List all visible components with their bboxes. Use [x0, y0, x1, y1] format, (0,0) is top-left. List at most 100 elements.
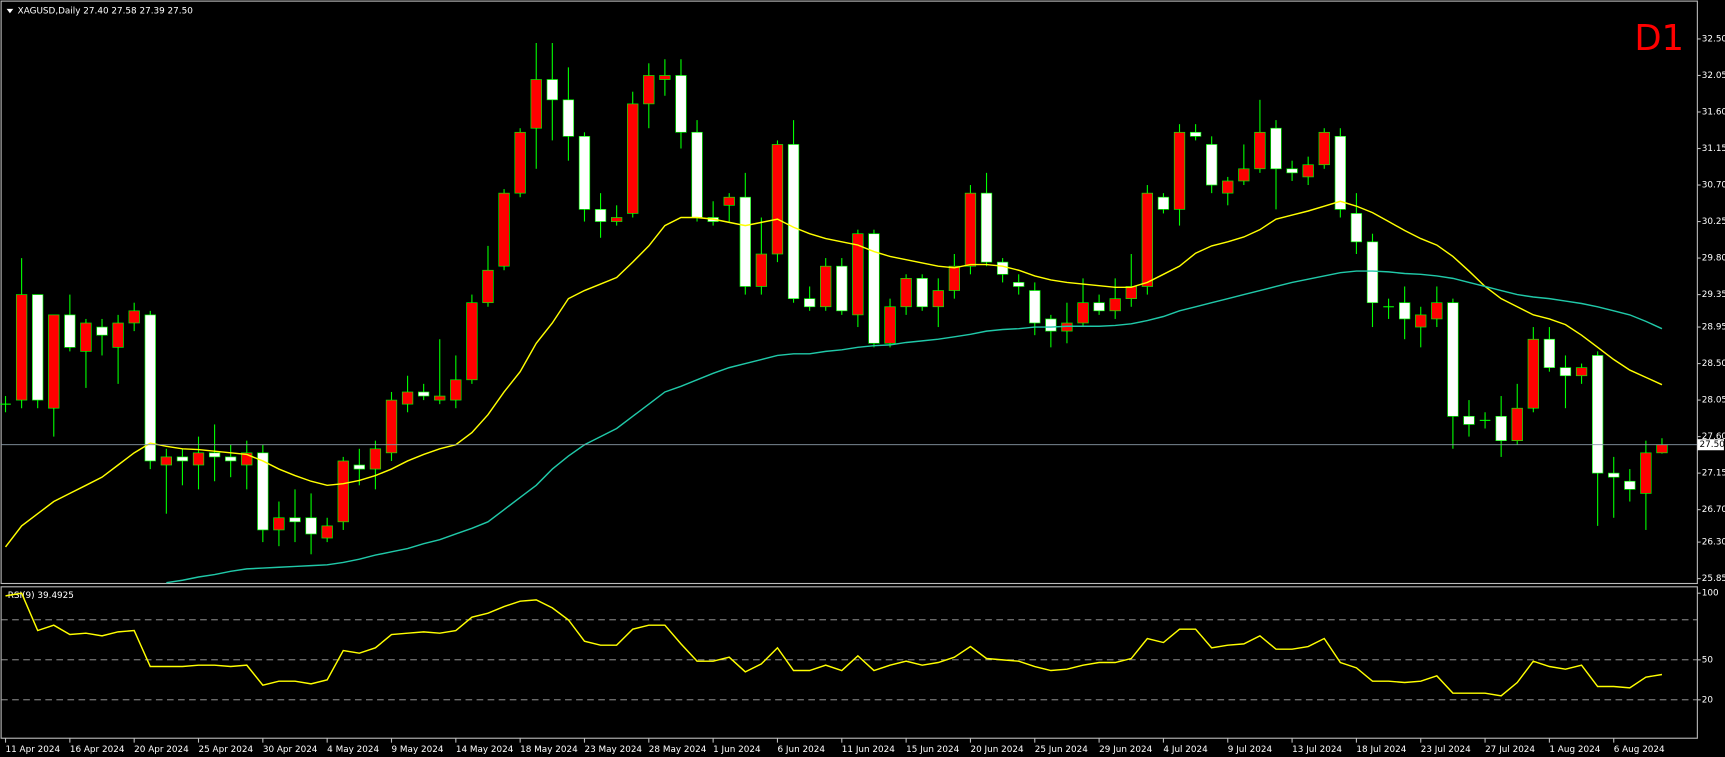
y-tick-label: 29.80 [1702, 254, 1725, 264]
candle-body [498, 192, 510, 267]
y-tick-label: 50 [1702, 655, 1714, 665]
candle-body [1543, 338, 1556, 368]
candle-body [96, 326, 108, 336]
candle-body [594, 209, 607, 222]
candle-body [48, 314, 60, 409]
x-tick-label: 25 Apr 2024 [199, 745, 254, 755]
x-tick-label: 13 Jul 2024 [1292, 745, 1342, 755]
x-tick-label: 11 Apr 2024 [6, 745, 61, 755]
candle-body [241, 452, 253, 466]
y-tick-label: 25.85 [1702, 574, 1725, 584]
candle-body [964, 192, 977, 267]
moving-average-line [4, 200, 1663, 548]
candle-body [723, 196, 735, 206]
candle-body [1125, 286, 1137, 299]
x-tick-label: 30 Apr 2024 [263, 745, 318, 755]
y-tick-label: 31.60 [1702, 107, 1725, 117]
candle-body [337, 460, 349, 523]
candle-body [176, 456, 189, 462]
candle-body [675, 75, 687, 133]
candle-body [434, 395, 446, 401]
candle-body [900, 278, 912, 308]
candle-body [1575, 367, 1588, 377]
candle-body [1592, 355, 1604, 474]
candle-body [1334, 136, 1346, 210]
x-tick-label: 4 May 2024 [327, 745, 379, 755]
x-tick-label: 6 Aug 2024 [1614, 745, 1665, 755]
candle-body [369, 448, 382, 470]
last-price-label: 27.50 [1700, 440, 1725, 450]
candle-body [418, 391, 430, 397]
candle-body [15, 294, 28, 401]
candle-body [321, 525, 333, 539]
x-tick-label: 14 May 2024 [456, 745, 514, 755]
candle-body [257, 452, 269, 531]
candle-body [530, 79, 542, 129]
symbol-header: XAGUSD,Daily 27.40 27.58 27.39 27.50 [18, 7, 194, 17]
candle-body [852, 233, 864, 316]
y-tick-label: 28.50 [1702, 359, 1725, 369]
y-tick-label: 30.70 [1702, 181, 1725, 191]
candle-body [659, 75, 671, 80]
y-tick-label: 100 [1702, 589, 1719, 599]
x-tick-label: 29 Jun 2024 [1099, 745, 1153, 755]
candle-body [1254, 131, 1266, 170]
x-tick-label: 9 Jul 2024 [1228, 745, 1273, 755]
candle-body [64, 314, 76, 348]
candle-body [980, 192, 993, 263]
candle-body [1447, 302, 1459, 417]
candle-body [820, 265, 832, 308]
candle-body [884, 306, 896, 344]
candle-body [691, 131, 703, 218]
candle-body [562, 99, 575, 137]
x-tick-label: 28 May 2024 [649, 745, 707, 755]
moving-average-line [166, 270, 1663, 584]
candle-body [836, 265, 848, 312]
candle-body [1045, 318, 1057, 332]
candle-body [1366, 241, 1379, 304]
candle-body [996, 261, 1009, 275]
x-tick-label: 1 Jun 2024 [713, 745, 761, 755]
y-tick-label: 32.50 [1702, 34, 1725, 44]
candle-body [1608, 472, 1620, 478]
y-tick-label: 29.35 [1702, 290, 1725, 300]
candle-body [466, 302, 478, 381]
candle-body [1495, 415, 1507, 441]
candle-body [643, 75, 655, 105]
candle-body [1527, 338, 1539, 409]
y-tick-label: 31.15 [1702, 144, 1725, 154]
x-tick-label: 20 Apr 2024 [134, 745, 189, 755]
candle-body [611, 217, 623, 222]
candle-body [160, 456, 172, 466]
candle-body [1173, 131, 1186, 210]
candle-body [868, 233, 880, 344]
candle-body [1093, 302, 1105, 312]
candle-body [948, 265, 961, 291]
rsi-panel-border [0, 586, 1698, 739]
candle-body [1624, 480, 1636, 490]
candle-body [401, 391, 414, 405]
candle-body [1141, 192, 1153, 287]
candle-body [1189, 131, 1202, 137]
y-tick-label: 27.15 [1702, 469, 1725, 479]
x-tick-label: 9 May 2024 [391, 745, 443, 755]
x-tick-label: 27 Jul 2024 [1485, 745, 1535, 755]
candle-body [1109, 298, 1121, 312]
y-tick-label: 32.05 [1702, 71, 1725, 81]
y-tick-label: 28.05 [1702, 396, 1725, 406]
candle-body [1270, 127, 1282, 170]
x-tick-label: 11 Jun 2024 [842, 745, 896, 755]
candle-body [1013, 282, 1025, 287]
y-tick-label: 20 [1702, 695, 1714, 705]
timeframe-label: D1 [1634, 18, 1684, 59]
candle-body [546, 79, 558, 101]
x-tick-label: 18 May 2024 [520, 745, 578, 755]
candle-body [1640, 452, 1652, 494]
candle-body [1302, 164, 1314, 178]
x-tick-label: 23 May 2024 [584, 745, 642, 755]
candle-body [1350, 213, 1363, 243]
candle-body [1077, 302, 1089, 324]
last-price-box [1697, 439, 1724, 451]
candle-body [1399, 302, 1411, 320]
